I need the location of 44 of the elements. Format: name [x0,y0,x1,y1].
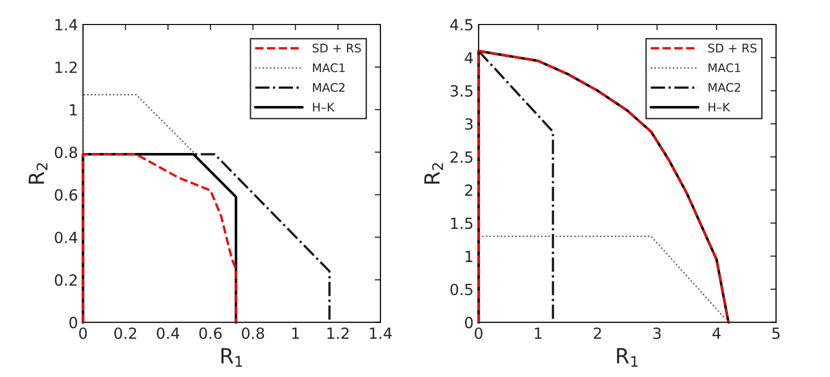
legend-label: MAC2 [708,82,740,92]
x-tick-label: 1.2 [327,327,349,339]
y-tick-label: 3 [465,118,473,130]
y-tick-label: 2.5 [450,151,472,163]
legend-label: H–K [313,102,335,112]
x-tick-label: 1.4 [370,328,392,339]
x-tick-label: 4 [712,328,721,339]
y-tick-label: 1 [70,104,77,116]
y-tick-label: 0.6 [54,189,78,201]
legend-label: MAC2 [313,82,345,92]
y-axis-title: R$_{2}$ [424,163,443,184]
x-tick-label: 0.8 [242,327,264,340]
legend-label: H–K [708,102,730,112]
x-tick-label: 0 [474,327,482,340]
y-tick-label: 1.2 [56,62,77,73]
y-tick-label: 4.5 [450,19,472,31]
x-tick-label: 0.2 [114,327,136,340]
legend-label: SD + RS [312,44,361,53]
x-tick-label: 1 [534,328,542,339]
y-tick-label: 0.5 [450,284,472,296]
x-tick-label: 0 [79,327,87,340]
y-tick-label: 2 [465,184,472,196]
legend-label: MAC1 [313,63,345,72]
y-tick-label: 0.2 [54,274,77,286]
x-tick-label: 3 [653,327,661,340]
legend-label: MAC1 [708,63,740,72]
y-tick-label: 3.5 [450,85,472,97]
y-tick-label: 1 [466,250,472,262]
x-tick-label: 0.6 [199,327,222,340]
x-tick-label: 2 [594,327,601,339]
x-tick-label: 0.4 [156,327,180,340]
y-tick-label: 0 [465,316,473,328]
x-tick-label: 5 [772,328,780,340]
y-axis-title: R$_{2}$ [28,163,48,184]
x-axis-title: R$_{1}$ [221,348,242,367]
y-tick-label: 4 [464,52,473,64]
y-tick-label: 1.5 [451,218,472,230]
x-axis-title: R$_{1}$ [617,348,638,367]
y-tick-label: 0 [69,316,78,328]
y-tick-label: 0.8 [54,146,78,158]
y-tick-label: 1.4 [56,19,78,30]
legend-label: SD + RS [708,44,756,53]
y-tick-label: 0.4 [54,232,78,244]
x-tick-label: 1 [292,328,299,339]
